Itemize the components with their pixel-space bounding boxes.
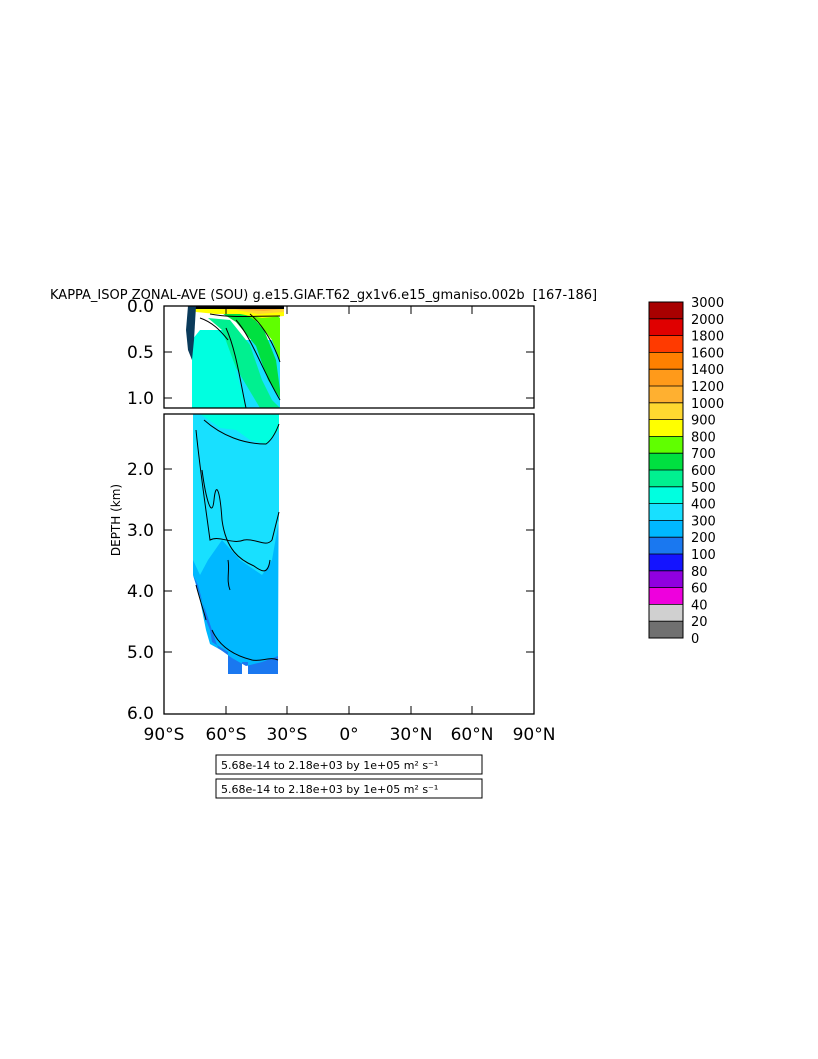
field-edge-dark [186, 306, 196, 360]
legend-swatch [649, 604, 683, 622]
legend-label: 300 [691, 514, 716, 529]
x-tick-label: 0° [339, 725, 358, 745]
legend-label: 40 [691, 598, 708, 613]
legend-swatch [649, 402, 683, 420]
x-tick-label: 30°N [390, 725, 433, 745]
contour-upper-1 [225, 327, 247, 408]
legend-swatch [649, 486, 683, 504]
y-tick-label: 1.0 [127, 389, 154, 409]
x-tick-label: 90°N [513, 725, 556, 745]
contour-upper-5 [209, 313, 281, 317]
legend-label: 2000 [691, 313, 724, 328]
legend-swatch [649, 302, 683, 319]
y-tick-label: 0.5 [127, 343, 154, 363]
x-tick-label: 60°S [206, 725, 247, 745]
contour-lower-2 [195, 429, 280, 544]
y-axis-label: DEPTH (km) [109, 484, 123, 556]
field-lower-300 [193, 414, 279, 575]
x-tick-label: 30°S [267, 725, 308, 745]
legend-label: 3000 [691, 296, 724, 311]
upper-field [186, 306, 284, 408]
legend-swatch [649, 470, 683, 487]
legend-label: 500 [691, 481, 716, 496]
field-upper-400 [192, 330, 246, 408]
range-note-2: 5.68e-14 to 2.18e+03 by 1e+05 m² s⁻¹ [215, 778, 483, 799]
legend-label: 400 [691, 498, 716, 513]
legend-swatch [649, 386, 683, 403]
legend-label: 1800 [691, 330, 724, 345]
legend-label: 60 [691, 582, 708, 597]
legend-swatch [649, 318, 683, 336]
legend-swatch [649, 537, 683, 554]
contour-lower-5 [211, 629, 279, 661]
y-tick-label: 0.0 [127, 297, 154, 317]
y-tick-label: 3.0 [127, 521, 154, 541]
contour-lower-3 [201, 469, 271, 572]
range-note-text: 5.68e-14 to 2.18e+03 by 1e+05 m² s⁻¹ [221, 759, 438, 772]
field-surface-black [192, 306, 284, 309]
range-note-1: 5.68e-14 to 2.18e+03 by 1e+05 m² s⁻¹ [215, 754, 483, 775]
legend-swatch [649, 419, 683, 437]
y-axis-lower: 2.0 3.0 4.0 5.0 6.0 [127, 460, 534, 724]
legend-label: 1200 [691, 380, 724, 395]
lower-field [193, 414, 280, 674]
legend-swatch [649, 621, 683, 638]
chart-title: KAPPA_ISOP ZONAL-AVE (SOU) g.e15.GIAF.T6… [50, 288, 597, 303]
legend-swatch [649, 570, 683, 588]
legend-label: 1600 [691, 346, 724, 361]
y-tick-label: 4.0 [127, 582, 154, 602]
contour-lower-4 [227, 559, 231, 591]
legend-label: 600 [691, 464, 716, 479]
legend-label: 700 [691, 447, 716, 462]
legend-swatch [649, 520, 683, 538]
field-upper-600 [220, 312, 280, 398]
legend-swatch [649, 554, 683, 571]
legend-label: 1400 [691, 363, 724, 378]
legend-label: 1000 [691, 397, 724, 412]
legend-swatch [649, 503, 683, 521]
legend-label: 20 [691, 615, 708, 630]
contour-lower-6 [195, 584, 207, 621]
legend-label: 200 [691, 531, 716, 546]
field-lower-100 [193, 575, 278, 674]
y-tick-label: 6.0 [127, 704, 154, 724]
field-upper-500 [208, 318, 280, 408]
legend-frame [648, 301, 684, 639]
field-lower-400 [200, 414, 279, 444]
lower-panel [163, 413, 535, 715]
legend-label: 0 [691, 632, 699, 647]
y-tick-label: 2.0 [127, 460, 154, 480]
legend-label: 800 [691, 430, 716, 445]
range-note-text: 5.68e-14 to 2.18e+03 by 1e+05 m² s⁻¹ [221, 783, 438, 796]
legend-label: 900 [691, 414, 716, 429]
color-legend: 3000200018001600140012001000900800700600… [648, 296, 724, 647]
legend-swatch [649, 369, 683, 386]
x-tick-label: 60°N [451, 725, 494, 745]
contour-upper-4 [199, 317, 229, 341]
legend-swatch [649, 587, 683, 605]
legend-swatch [649, 335, 683, 353]
y-axis-upper: 0.0 0.5 1.0 [127, 297, 534, 409]
field-upper-700 [236, 309, 280, 360]
y-tick-label: 5.0 [127, 643, 154, 663]
upper-panel [163, 305, 535, 409]
legend-label: 80 [691, 565, 708, 580]
contour-lower-1 [203, 419, 280, 445]
x-axis: 90°S 60°S 30°S 0° 30°N 60°N 90°N [144, 306, 556, 745]
legend-swatch [649, 453, 683, 470]
legend-swatch [649, 436, 683, 454]
legend-label: 100 [691, 548, 716, 563]
contour-upper-2 [235, 319, 281, 401]
legend-swatch [649, 352, 683, 370]
contour-upper-3 [249, 313, 281, 363]
x-tick-label: 90°S [144, 725, 185, 745]
